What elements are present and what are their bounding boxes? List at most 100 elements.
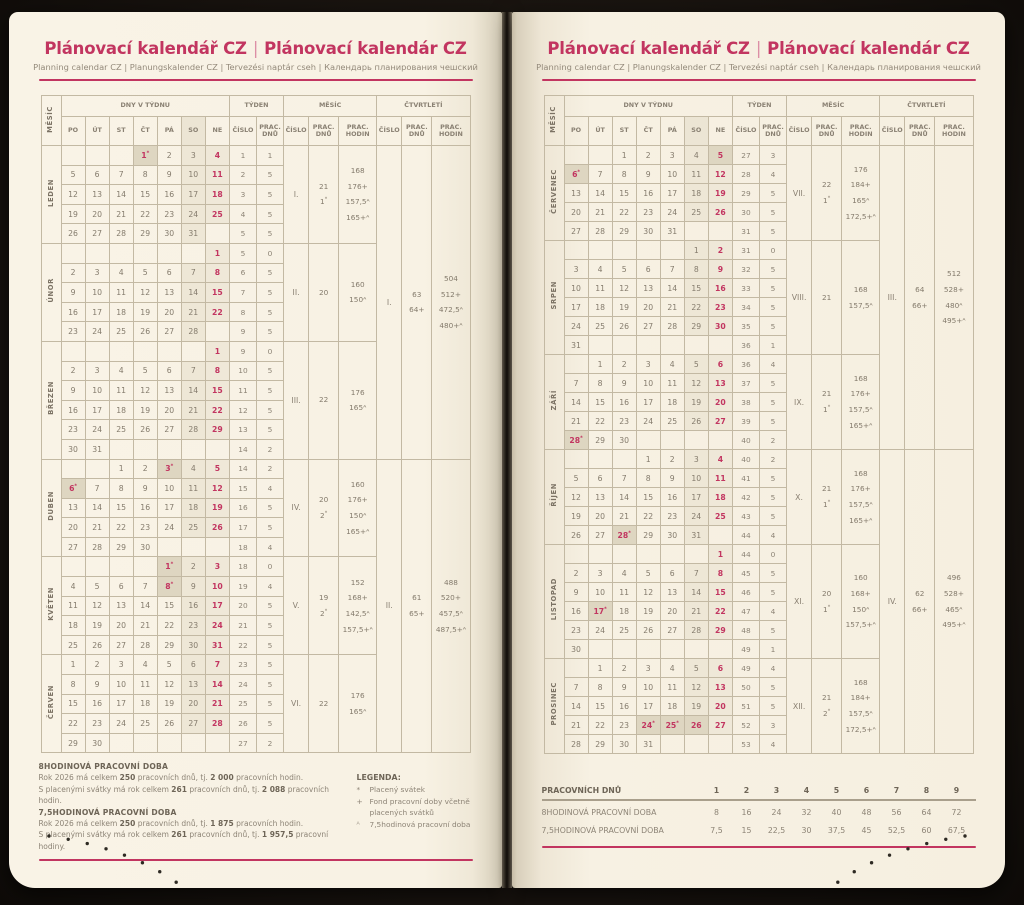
day-cell — [204, 732, 230, 754]
quarter-workhours-cell: 488 520+ 457,5ᴬ 487,5+ᴬ — [431, 458, 471, 754]
day-cell: 22 — [132, 203, 158, 225]
week-workdays-cell: 5 — [255, 693, 285, 715]
week-workdays-cell: 5 — [758, 411, 788, 431]
week-number-cell: 20 — [228, 595, 258, 617]
day-cell: 12 — [204, 478, 230, 499]
day-cell: 24 — [563, 316, 589, 336]
day-cell — [108, 556, 134, 578]
week-row: 27 28 29 30 31 31 5 — [544, 221, 973, 241]
month-column-header: MĚSÍC — [543, 95, 565, 146]
day-cell: 24 — [108, 713, 134, 734]
week-workdays-cell: 2 — [255, 732, 285, 754]
week-row: ČERVENEC 1 2 3 4 5 27 3 VII. 22 1* 176 184+ 165ᴬ 172,5… — [543, 145, 974, 450]
month-workhours-cell: 160 176+ 150ᴬ 165+ᴬ — [338, 458, 378, 558]
day-cell: 28 — [180, 419, 206, 440]
day-cell: 9 — [635, 164, 661, 184]
day-cell: 13 — [707, 373, 733, 393]
week-workdays-cell: 5 — [758, 487, 788, 507]
day-cell: 20 — [563, 202, 589, 222]
day-cell — [60, 340, 86, 362]
day-cell: 3 — [659, 145, 685, 165]
week-workdays-cell: 5 — [758, 297, 788, 317]
week-number-cell: 8 — [228, 301, 258, 323]
day-cell: 21 — [683, 601, 709, 621]
day-cell: 19 — [156, 693, 182, 715]
day-cell: 15 — [587, 696, 613, 716]
day-cell: 6 — [587, 468, 613, 488]
worktime-line: S placenými svátky má rok celkem 261 pra… — [38, 784, 330, 805]
day-cell — [611, 449, 637, 469]
perforation-dots-left — [47, 834, 187, 888]
week-workdays-cell: 0 — [255, 340, 285, 362]
reference-value: 15 — [741, 826, 752, 836]
day-cell: 16 — [180, 595, 206, 617]
week-workdays-cell: 5 — [758, 563, 788, 583]
month-workhours-cell: 168 176+ 157,5ᴬ 165+ᴬ — [841, 354, 881, 450]
reference-header-label: PRACOVNÍCH DNŮ — [541, 786, 622, 795]
weekday-header: PO — [563, 116, 589, 146]
day-cell: 4 — [611, 563, 637, 583]
month-name: LEDEN — [40, 145, 62, 244]
reference-value: 56 — [891, 807, 902, 817]
day-cell: 25* — [659, 715, 685, 735]
day-cell: 2 — [60, 262, 86, 284]
day-cell: 23 — [132, 517, 158, 538]
week-workdays-cell: 1 — [758, 639, 788, 659]
day-cell: 12 — [60, 184, 86, 205]
week-workdays-cell: 5 — [758, 620, 788, 640]
day-cell: 30 — [611, 734, 637, 754]
day-cell: 27 — [707, 715, 733, 735]
day-cell: 18 — [180, 497, 206, 519]
day-cell — [683, 734, 709, 754]
week-workdays-cell: 4 — [758, 164, 788, 184]
week-number-cell: 35 — [731, 316, 761, 336]
day-cell: 1 — [611, 145, 637, 165]
day-cell: 21 — [84, 517, 110, 538]
reference-value: 30 — [801, 826, 812, 836]
day-cell — [204, 321, 230, 342]
day-cell: 17 — [659, 183, 685, 203]
month-workdays-cell: 21 2* — [811, 658, 843, 754]
day-cell: 8 — [108, 478, 134, 499]
reference-col-header: 8 — [923, 786, 930, 795]
subcolumn-header: PRAC. DNŮ — [758, 116, 788, 146]
day-cell — [683, 221, 709, 241]
day-cell: 15 — [611, 183, 637, 203]
month-name: DUBEN — [40, 458, 62, 558]
month-workhours-cell: 152 168+ 142,5ᴬ 157,5+ᴬ — [338, 556, 378, 656]
day-cell: 25 — [611, 620, 637, 640]
quarter-workdays-cell: 64 66+ — [904, 145, 936, 450]
day-cell — [156, 242, 182, 264]
day-cell: 3 — [108, 654, 134, 676]
day-cell: 13 — [707, 677, 733, 697]
day-cell — [563, 449, 589, 469]
day-cell: 10 — [108, 674, 134, 695]
day-cell: 18 — [60, 615, 86, 636]
day-cell — [60, 145, 86, 166]
quarter-workhours-cell: 496 528+ 465ᴬ 495+ᴬ — [934, 449, 974, 754]
week-workdays-cell: 5 — [758, 582, 788, 602]
day-cell: 20 — [60, 517, 86, 538]
day-cell — [683, 430, 709, 450]
day-cell: 6 — [156, 262, 182, 284]
day-cell: 9 — [60, 380, 86, 401]
day-cell: 14 — [180, 282, 206, 303]
day-cell: 30 — [635, 221, 661, 241]
week-row: 16 17* 18 19 20 21 22 47 4 — [544, 601, 973, 621]
day-cell: 21 — [180, 301, 206, 323]
day-cell: 5 — [84, 576, 110, 597]
day-cell: 16 — [60, 399, 86, 421]
week-workdays-cell: 4 — [255, 478, 285, 499]
worktime-section-title: 8HODINOVÁ PRACOVNÍ DOBA — [38, 762, 169, 772]
week-workdays-cell: 5 — [255, 674, 285, 695]
day-cell: 28 — [683, 620, 709, 640]
day-cell: 20 — [659, 601, 685, 621]
day-cell: 31 — [635, 734, 661, 754]
week-row: 13 14 15 16 17 18 19 16 5 — [41, 497, 470, 519]
day-cell: 18 — [683, 183, 709, 203]
day-cell: 24 — [659, 202, 685, 222]
weekday-header: SO — [683, 116, 709, 146]
day-cell — [60, 556, 86, 578]
day-cell — [635, 639, 661, 659]
day-cell — [156, 340, 182, 362]
